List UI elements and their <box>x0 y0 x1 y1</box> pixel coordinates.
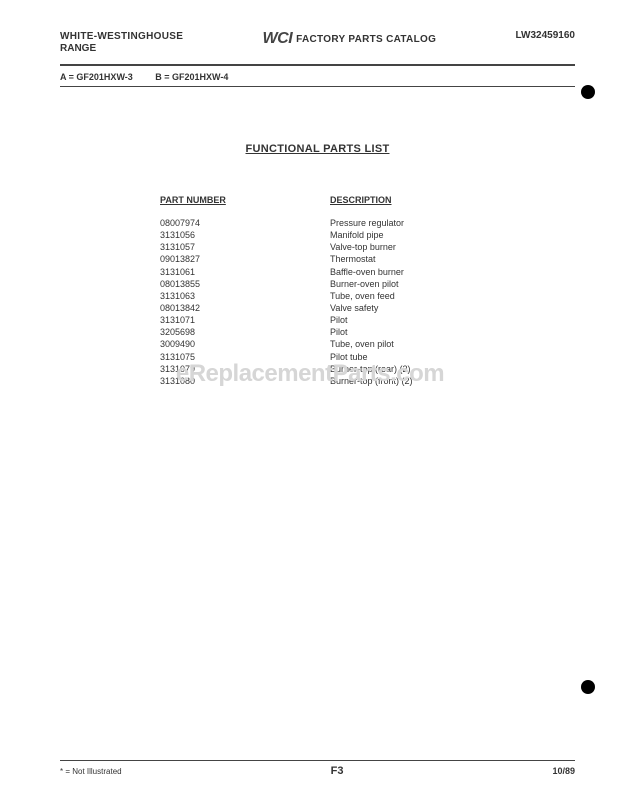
document-number: LW32459160 <box>516 30 576 41</box>
model-b: B = GF201HXW-4 <box>155 72 228 82</box>
punch-hole-icon <box>581 680 595 694</box>
page-number: F3 <box>331 765 344 777</box>
footer-date: 10/89 <box>552 766 575 776</box>
part-number-cell: 3131075 <box>160 351 330 363</box>
header-rule-top <box>60 64 575 66</box>
description-cell: Thermostat <box>330 253 530 265</box>
footer-rule <box>60 760 575 761</box>
description-cell: Burner-top (rear) (2) <box>330 363 530 375</box>
table-row: 08013855Burner-oven pilot <box>160 278 575 290</box>
page-header: WHITE-WESTINGHOUSE RANGE WCI FACTORY PAR… <box>60 30 575 95</box>
brand-block: WHITE-WESTINGHOUSE RANGE <box>60 30 183 54</box>
table-row: 3131075Pilot tube <box>160 351 575 363</box>
part-number-cell: 08013855 <box>160 278 330 290</box>
brand-name: WHITE-WESTINGHOUSE <box>60 30 183 43</box>
table-row: 08013842Valve safety <box>160 302 575 314</box>
footer-note: * = Not Illustrated <box>60 767 122 776</box>
table-row: 3131057Valve-top burner <box>160 241 575 253</box>
description-cell: Tube, oven pilot <box>330 338 530 350</box>
product-type: RANGE <box>60 43 183 54</box>
header-row: WHITE-WESTINGHOUSE RANGE WCI FACTORY PAR… <box>60 30 575 54</box>
footer-row: * = Not Illustrated F3 10/89 <box>60 765 575 777</box>
part-number-cell: 3131080 <box>160 375 330 387</box>
table-row: 08007974Pressure regulator <box>160 217 575 229</box>
part-number-cell: 3131057 <box>160 241 330 253</box>
description-cell: Pilot <box>330 326 530 338</box>
part-number-cell: 3131061 <box>160 266 330 278</box>
wci-logo: WCI <box>263 30 293 48</box>
column-header-desc: DESCRIPTION <box>330 195 530 205</box>
header-rule-bottom <box>60 86 575 87</box>
part-number-cell: 3131063 <box>160 290 330 302</box>
part-number-cell: 3009490 <box>160 338 330 350</box>
part-number-cell: 09013827 <box>160 253 330 265</box>
description-cell: Pilot <box>330 314 530 326</box>
part-number-cell: 3131071 <box>160 314 330 326</box>
table-row: 3131079Burner-top (rear) (2) <box>160 363 575 375</box>
description-cell: Valve safety <box>330 302 530 314</box>
description-cell: Burner-oven pilot <box>330 278 530 290</box>
description-cell: Burner-top (front) (2) <box>330 375 530 387</box>
table-row: 3131061Baffle-oven burner <box>160 266 575 278</box>
table-row: 3009490Tube, oven pilot <box>160 338 575 350</box>
description-cell: Pressure regulator <box>330 217 530 229</box>
model-a: A = GF201HXW-3 <box>60 72 133 82</box>
description-cell: Baffle-oven burner <box>330 266 530 278</box>
parts-table: PART NUMBER DESCRIPTION 08007974Pressure… <box>160 195 575 387</box>
page-title: FUNCTIONAL PARTS LIST <box>60 143 575 155</box>
page-footer: * = Not Illustrated F3 10/89 <box>60 760 575 777</box>
part-number-cell: 3131056 <box>160 229 330 241</box>
description-cell: Tube, oven feed <box>330 290 530 302</box>
table-row: 3131056Manifold pipe <box>160 229 575 241</box>
table-header: PART NUMBER DESCRIPTION <box>160 195 575 205</box>
part-number-cell: 3205698 <box>160 326 330 338</box>
description-cell: Manifold pipe <box>330 229 530 241</box>
column-header-part: PART NUMBER <box>160 195 330 205</box>
model-identifiers: A = GF201HXW-3 B = GF201HXW-4 <box>60 70 575 84</box>
table-row: 3131080Burner-top (front) (2) <box>160 375 575 387</box>
table-row: 09013827Thermostat <box>160 253 575 265</box>
table-row: 3131071Pilot <box>160 314 575 326</box>
catalog-label: FACTORY PARTS CATALOG <box>296 34 436 45</box>
punch-hole-icon <box>581 85 595 99</box>
part-number-cell: 08013842 <box>160 302 330 314</box>
part-number-cell: 3131079 <box>160 363 330 375</box>
table-row: 3205698Pilot <box>160 326 575 338</box>
table-row: 3131063Tube, oven feed <box>160 290 575 302</box>
description-cell: Valve-top burner <box>330 241 530 253</box>
logo-catalog-block: WCI FACTORY PARTS CATALOG <box>263 30 437 48</box>
document-page: WHITE-WESTINGHOUSE RANGE WCI FACTORY PAR… <box>0 0 620 795</box>
table-body: 08007974Pressure regulator3131056Manifol… <box>160 217 575 387</box>
part-number-cell: 08007974 <box>160 217 330 229</box>
description-cell: Pilot tube <box>330 351 530 363</box>
